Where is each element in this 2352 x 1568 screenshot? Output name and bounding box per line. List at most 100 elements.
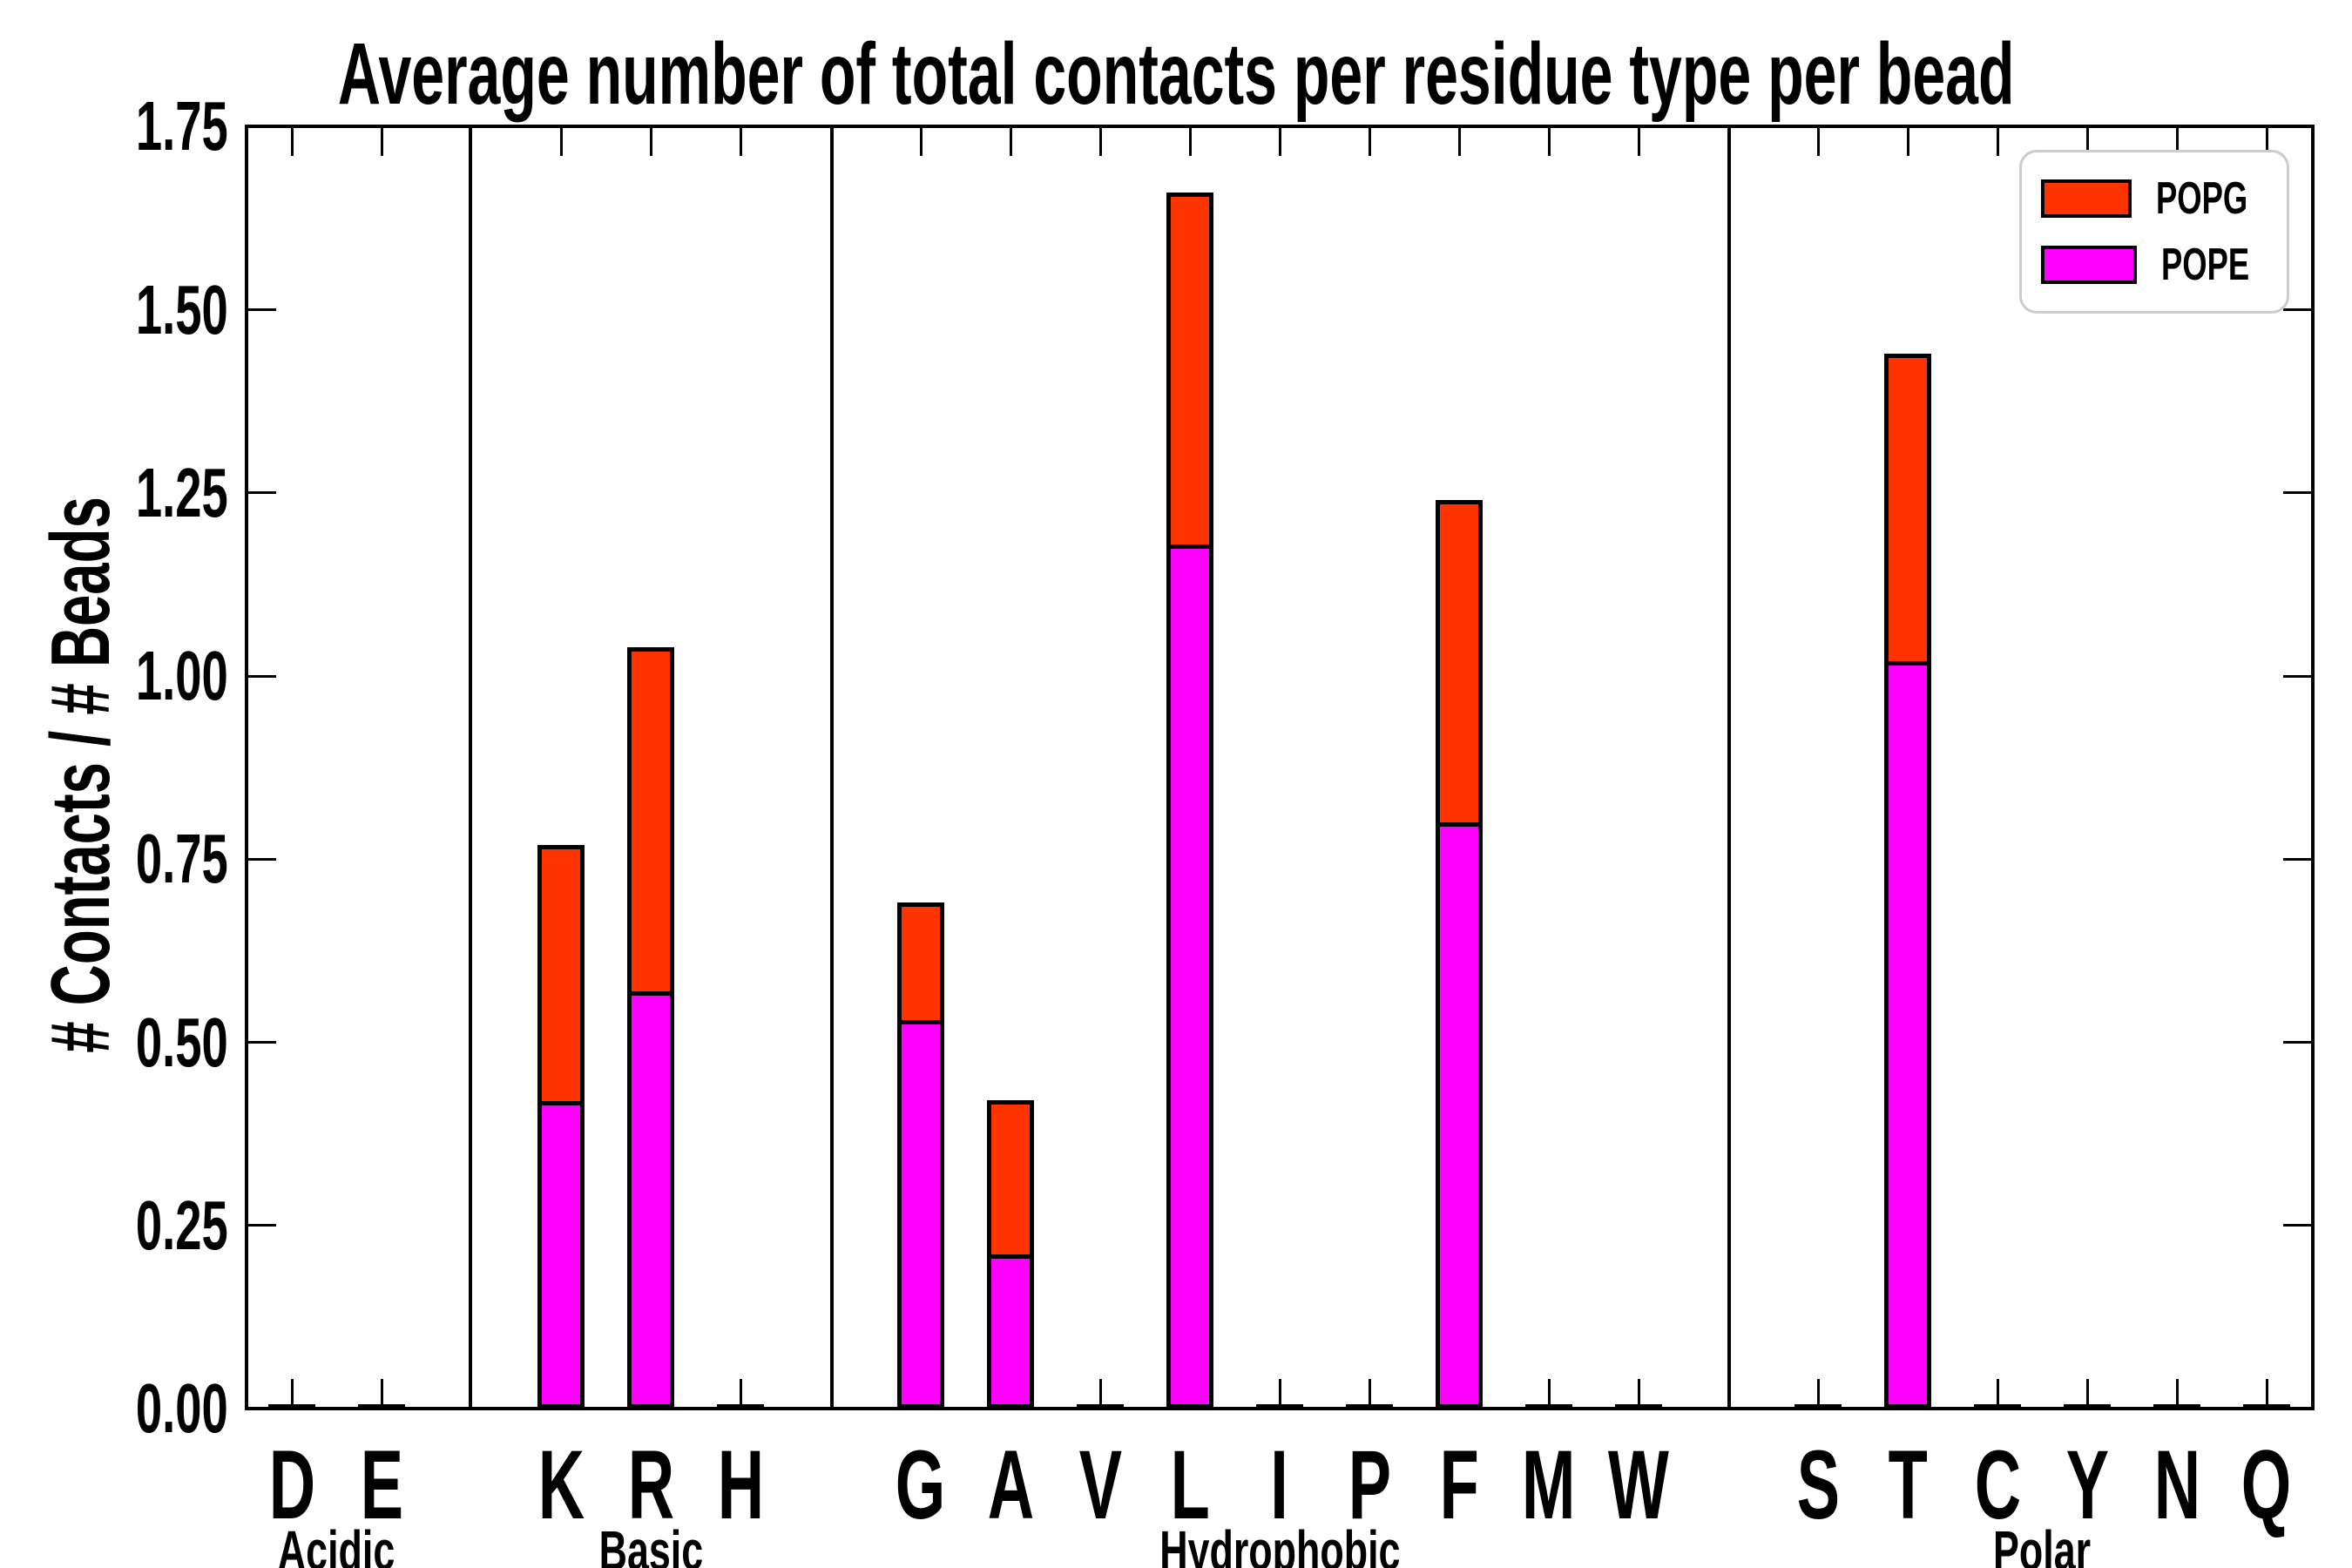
pope-bar-segment [897,1020,944,1409]
x-tick-label: L [1170,1429,1210,1539]
y-tick-left [247,857,276,861]
pope-bar-segment [627,991,674,1409]
x-tick-bottom [739,1379,742,1409]
x-tick-label: M [1522,1429,1576,1539]
x-tick-bottom [1098,1379,1102,1409]
popg-bar-segment [627,647,674,991]
popg-bar-segment [1884,354,1931,661]
y-tick-label: 0.00 [136,1369,228,1447]
y-tick-left [247,1224,276,1227]
x-group-label: Hydrophobic [1159,1519,1401,1568]
x-tick-bottom [1547,1379,1551,1409]
x-tick-bottom [290,1379,294,1409]
x-tick-top [1188,126,1192,156]
x-tick-bottom [1816,1379,1820,1409]
y-tick-left [247,308,276,311]
x-tick-top [739,126,742,156]
x-tick-label: Q [2241,1429,2292,1539]
x-tick-top [1547,126,1551,156]
x-tick-label: K [537,1429,585,1539]
x-tick-label: C [1974,1429,2021,1539]
x-tick-label: Y [2065,1429,2109,1539]
y-tick-left [247,674,276,678]
x-tick-top [1278,126,1281,156]
chart-title: Average number of total contacts per res… [337,24,2015,123]
x-tick-label: P [1348,1429,1391,1539]
y-tick-label: 0.75 [136,820,228,898]
x-tick-top [1906,126,1909,156]
pope-bar-segment [537,1101,585,1409]
y-tick-label: 1.75 [136,87,228,166]
pope-bar-segment [1166,544,1213,1409]
zero-bar-stub [1256,1404,1303,1409]
x-tick-bottom [2085,1379,2089,1409]
pope-swatch [2041,246,2137,285]
legend-row-popg: POPG [2022,172,2287,225]
zero-bar-stub [358,1404,405,1409]
x-tick-label: H [717,1429,764,1539]
y-tick-right [2283,308,2313,311]
zero-bar-stub [2153,1404,2200,1409]
x-tick-top [1457,126,1461,156]
y-tick-label: 0.50 [136,1003,228,1081]
zero-bar-stub [1615,1404,1662,1409]
zero-bar-stub [1794,1404,1842,1409]
legend-row-pope: POPE [2022,239,2287,291]
zero-bar-stub [1525,1404,1572,1409]
x-tick-label: A [987,1429,1034,1539]
x-tick-label: T [1888,1429,1928,1539]
x-tick-top [1816,126,1820,156]
legend-label-pope: POPE [2160,240,2249,291]
pope-bar-segment [987,1254,1034,1409]
y-tick-right [2283,1224,2313,1227]
x-tick-top [1368,126,1371,156]
y-tick-label: 1.50 [136,270,228,348]
y-tick-right [2283,674,2313,678]
x-tick-bottom [2175,1379,2179,1409]
x-tick-top [1996,126,1999,156]
x-tick-top [2175,126,2179,156]
zero-bar-stub [268,1404,315,1409]
x-tick-top [649,126,652,156]
x-group-label: Basic [598,1519,703,1568]
zero-bar-stub [1346,1404,1393,1409]
y-tick-right [2283,857,2313,861]
popg-bar-segment [1436,500,1483,822]
popg-bar-segment [897,902,944,1020]
group-divider [830,126,834,1409]
x-tick-bottom [1278,1379,1281,1409]
y-tick-left [247,1041,276,1044]
x-tick-label: E [360,1429,403,1539]
popg-bar-segment [1166,193,1213,544]
x-group-label: Acidic [278,1519,395,1568]
x-tick-top [919,126,923,156]
x-group-label: Polar [1993,1519,2092,1568]
group-divider [469,126,472,1409]
pope-bar-segment [1436,822,1483,1409]
x-tick-label: W [1608,1429,1669,1539]
zero-bar-stub [2064,1404,2111,1409]
x-tick-bottom [1368,1379,1371,1409]
pope-bar-segment [1884,661,1931,1409]
x-tick-top [559,126,563,156]
x-tick-top [380,126,383,156]
x-tick-label: G [896,1429,946,1539]
x-tick-top [2265,126,2268,156]
popg-bar-segment [537,845,585,1101]
x-tick-bottom [1637,1379,1640,1409]
legend-label-popg: POPG [2155,172,2247,224]
x-tick-top [1637,126,1640,156]
x-tick-bottom [1996,1379,1999,1409]
x-tick-top [1098,126,1102,156]
x-tick-bottom [2265,1379,2268,1409]
y-tick-label: 0.25 [136,1186,228,1264]
x-tick-label: R [627,1429,674,1539]
popg-bar-segment [987,1100,1034,1254]
zero-bar-stub [2243,1404,2290,1409]
y-tick-label: 1.25 [136,453,228,531]
x-tick-label: V [1078,1429,1122,1539]
x-tick-top [1009,126,1012,156]
zero-bar-stub [1974,1404,2021,1409]
zero-bar-stub [1077,1404,1124,1409]
